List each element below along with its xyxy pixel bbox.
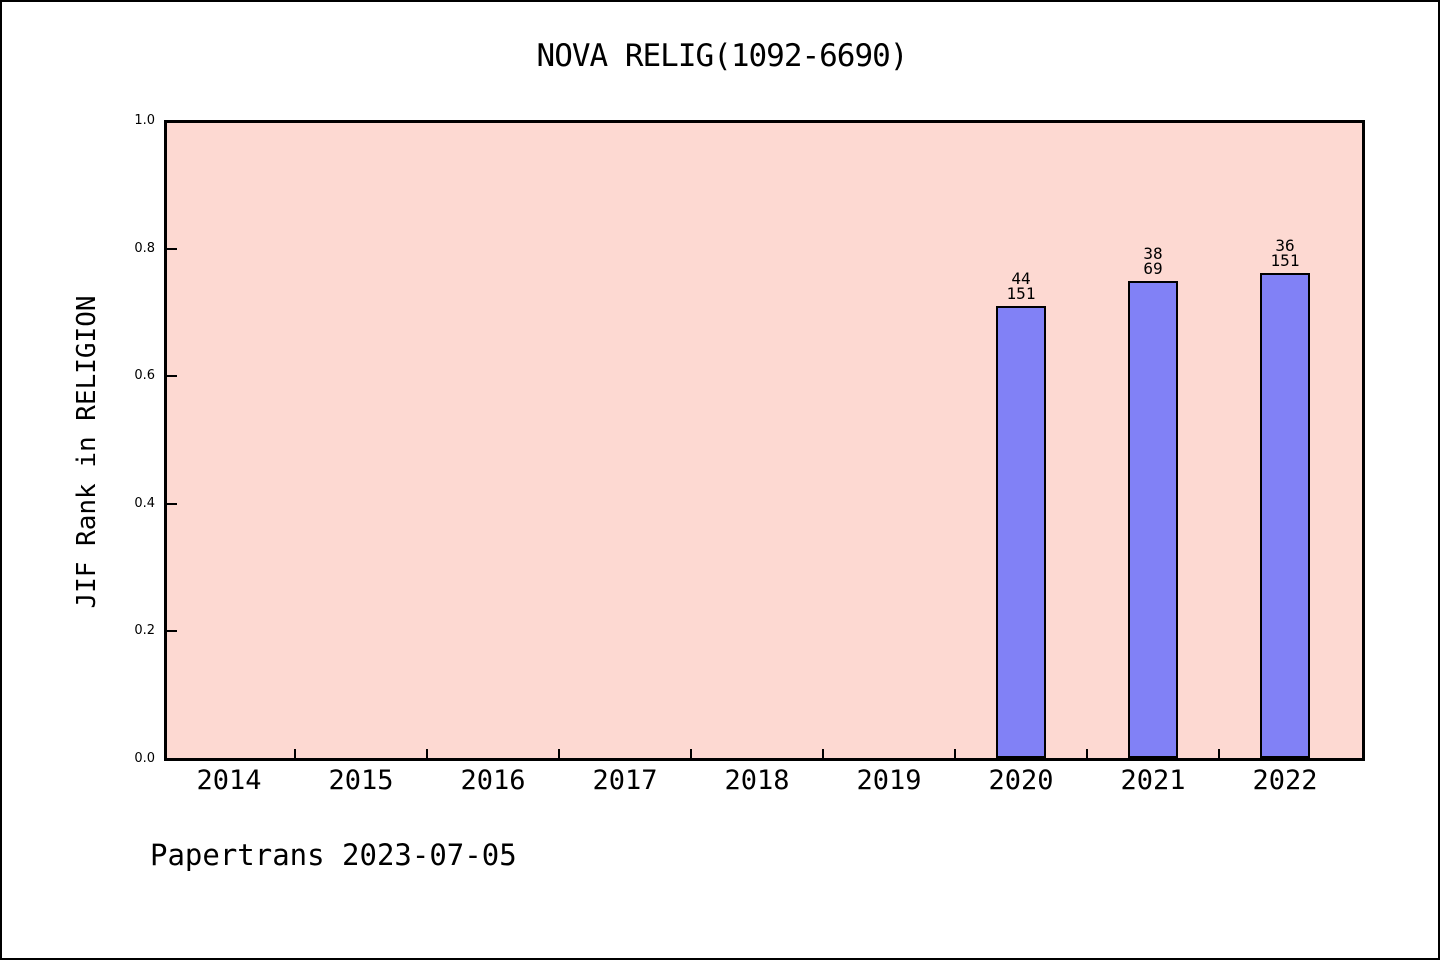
bar-rank-value: 36 <box>1275 236 1295 255</box>
bar-value-label: 38 69 <box>1093 244 1213 278</box>
x-tick-mark <box>1218 749 1220 758</box>
x-tick-mark <box>294 749 296 758</box>
bar-value-label: 36 151 <box>1225 236 1345 270</box>
y-tick-label: 1.0 <box>134 113 155 128</box>
y-axis-title: JIF Rank in RELIGION <box>72 295 102 609</box>
y-tick-mark <box>167 758 177 760</box>
y-tick-mark <box>167 375 177 377</box>
bar <box>1260 273 1310 758</box>
y-tick-mark <box>167 120 177 122</box>
y-tick-label: 0.4 <box>134 496 155 511</box>
bar <box>1128 281 1178 758</box>
footer-text: Papertrans 2023-07-05 <box>150 838 517 872</box>
plot-area <box>164 120 1365 761</box>
x-axis-label: 2015 <box>328 765 394 796</box>
bar-rank-value: 38 <box>1143 244 1163 263</box>
x-axis-label: 2019 <box>856 765 922 796</box>
y-tick-mark <box>167 503 177 505</box>
x-axis-label: 2022 <box>1252 765 1318 796</box>
x-tick-mark <box>1086 749 1088 758</box>
x-axis-label: 2018 <box>724 765 790 796</box>
y-tick-mark <box>167 630 177 632</box>
x-tick-mark <box>690 749 692 758</box>
x-axis-label: 2020 <box>988 765 1054 796</box>
y-tick-label: 0.2 <box>134 623 155 638</box>
bar-total-value: 69 <box>1143 259 1163 278</box>
bar-rank-value: 44 <box>1011 269 1031 288</box>
y-tick-label: 0.8 <box>134 241 155 256</box>
y-tick-label: 0.0 <box>134 751 155 766</box>
x-axis-label: 2016 <box>460 765 526 796</box>
x-tick-mark <box>558 749 560 758</box>
bar <box>996 306 1046 758</box>
x-tick-mark <box>426 749 428 758</box>
x-axis-label: 2014 <box>196 765 262 796</box>
bar-value-label: 44 151 <box>961 269 1081 303</box>
chart-title: NOVA RELIG(1092-6690) <box>536 38 909 74</box>
y-tick-label: 0.6 <box>134 368 155 383</box>
x-tick-mark <box>822 749 824 758</box>
x-axis-label: 2021 <box>1120 765 1186 796</box>
bar-total-value: 151 <box>1270 251 1300 270</box>
bar-total-value: 151 <box>1006 284 1036 303</box>
y-tick-mark <box>167 248 177 250</box>
x-axis-label: 2017 <box>592 765 658 796</box>
x-tick-mark <box>954 749 956 758</box>
